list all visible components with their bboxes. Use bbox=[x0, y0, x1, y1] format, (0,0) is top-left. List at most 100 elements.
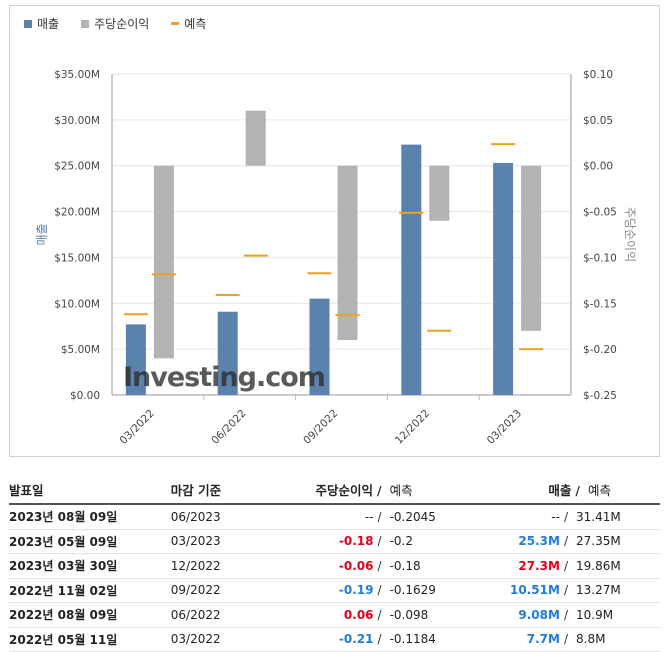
eps-bar bbox=[429, 165, 450, 221]
row-eps-sep: / bbox=[377, 558, 382, 573]
row-revenue-sep: / bbox=[563, 534, 568, 549]
row-eps-sep: / bbox=[377, 632, 382, 647]
header-date[interactable]: 발표일 bbox=[9, 476, 171, 505]
row-revenue: 27.3M/ 19.86M bbox=[447, 553, 660, 579]
row-revenue-value: 25.3M bbox=[518, 534, 560, 549]
header-revenue-label: 매출 bbox=[548, 483, 572, 498]
row-eps-forecast: -0.18 bbox=[389, 558, 421, 573]
row-revenue-value: 27.3M bbox=[518, 558, 560, 573]
x-tick-label: 12/2022 bbox=[393, 407, 432, 446]
row-eps-sep: / bbox=[377, 607, 382, 622]
row-eps-value: -0.18 bbox=[338, 534, 374, 549]
row-eps-forecast: -0.1629 bbox=[389, 583, 436, 598]
row-revenue-value: 10.51M bbox=[510, 583, 560, 598]
header-revenue-sep: / bbox=[575, 483, 580, 498]
row-period: 06/2022 bbox=[170, 602, 269, 628]
y-right-axis-title: 주당순이익 bbox=[623, 207, 637, 262]
legend-label-eps: 주당순이익 bbox=[94, 17, 150, 31]
row-revenue-value: 9.08M bbox=[518, 607, 560, 622]
header-eps-label: 주당순이익 bbox=[315, 483, 373, 498]
row-eps-sep: / bbox=[377, 509, 382, 524]
eps-bar bbox=[337, 165, 358, 340]
row-date: 2022년 05월 11일 bbox=[9, 627, 171, 652]
legend-item-eps[interactable]: 주당순이익 bbox=[81, 15, 149, 32]
row-revenue-sep: / bbox=[563, 583, 568, 598]
header-eps-forecast: 예측 bbox=[389, 483, 413, 498]
row-revenue-sep: / bbox=[563, 607, 568, 622]
earnings-chart: 매출 주당순이익 예측 $35.00M $0.10 $30.00M $0.05 $25.… bbox=[9, 5, 660, 457]
y-right-tick-label: $0.05 bbox=[583, 115, 613, 127]
row-revenue: 25.3M/ 27.35M bbox=[447, 529, 660, 554]
row-eps-value: -0.19 bbox=[338, 583, 374, 598]
row-eps-sep: / bbox=[377, 583, 382, 598]
y-right-tick-label: $-0.25 bbox=[583, 390, 617, 402]
table-row: 2022년 11월 02일 09/2022 -0.19/-0.1629 10.51M /… bbox=[9, 578, 660, 603]
table-header-row: 발표일 마감 기준 주당순이익 / 예측 매출 / 예측 bbox=[9, 476, 660, 505]
row-revenue-value: -- bbox=[551, 509, 560, 524]
row-date: 2023년 08월 09일 bbox=[9, 504, 171, 530]
header-period[interactable]: 마감 기준 bbox=[170, 476, 269, 505]
row-eps-value: -0.06 bbox=[338, 558, 374, 573]
eps-swatch bbox=[81, 19, 90, 28]
revenue-bar bbox=[309, 298, 330, 395]
row-revenue-sep: / bbox=[563, 509, 568, 524]
chart-legend: 매출 주당순이익 예측 bbox=[24, 15, 206, 32]
earnings-table: 발표일 마감 기준 주당순이익 / 예측 매출 / 예측 2023년 08월 09일 06… bbox=[9, 476, 660, 652]
row-period: 06/2023 bbox=[170, 504, 269, 530]
row-eps-forecast: -0.2 bbox=[389, 534, 413, 549]
row-eps: 0.06/ -0.098 bbox=[268, 602, 448, 628]
revenue-bar bbox=[493, 162, 514, 395]
row-eps-value: -- bbox=[364, 509, 374, 524]
eps-bar bbox=[153, 165, 174, 359]
y-right-tick-label: $0.00 bbox=[583, 161, 613, 173]
revenue-bar bbox=[401, 144, 422, 395]
legend-item-forecast[interactable]: 예측 bbox=[171, 15, 206, 32]
table-row: 2023년 08월 09일 06/2023 -- / -0.2045 --/31.41M bbox=[9, 504, 660, 530]
y-left-tick-label: $15.00M bbox=[54, 252, 100, 264]
legend-label-forecast: 예측 bbox=[184, 17, 207, 31]
header-revenue[interactable]: 매출 / 예측 bbox=[447, 476, 660, 505]
eps-bar bbox=[521, 165, 542, 331]
legend-item-revenue[interactable]: 매출 bbox=[24, 15, 59, 32]
x-tick-label: 03/2023 bbox=[485, 407, 524, 446]
table-row: 2023년 05월 09일 03/2023 -0.18/-0.2 25.3M/27.3… bbox=[9, 529, 660, 554]
row-revenue: 10.51M/ 13.27M bbox=[447, 578, 660, 603]
table-row: 2022년 08월 09일 06/2022 0.06/-0.098 9.08M/10.… bbox=[9, 602, 660, 628]
table-row: 2022년 05월 11일 03/2022 -0.21/-0.1184 7.7M/8.… bbox=[9, 627, 660, 652]
eps-bar bbox=[245, 110, 266, 166]
legend-label-revenue: 매출 bbox=[37, 17, 60, 31]
y-right-tick-label: $-0.20 bbox=[583, 344, 617, 356]
row-revenue-sep: / bbox=[563, 558, 568, 573]
y-left-axis-title: 매출 bbox=[35, 223, 49, 245]
forecast-swatch bbox=[171, 22, 180, 25]
y-left-tick-label: $5.00M bbox=[61, 344, 100, 356]
row-date: 2022년 11월 02일 bbox=[9, 578, 171, 603]
row-eps: -0.06/ -0.18 bbox=[268, 553, 448, 579]
row-revenue-forecast: 27.35M bbox=[576, 534, 621, 549]
y-right-tick-label: $-0.05 bbox=[583, 207, 617, 219]
y-left-tick-label: $35.00M bbox=[54, 69, 100, 81]
row-eps: -- / -0.2045 bbox=[268, 504, 448, 530]
row-eps-forecast: -0.1184 bbox=[389, 632, 436, 647]
header-eps-sep: / bbox=[376, 483, 382, 498]
row-revenue-value: 7.7M bbox=[526, 632, 560, 647]
row-period: 09/2022 bbox=[170, 578, 269, 603]
row-period: 03/2023 bbox=[170, 529, 269, 554]
investing-watermark: Investing.com bbox=[123, 362, 325, 393]
revenue-bar bbox=[217, 311, 238, 395]
y-right-tick-label: $-0.10 bbox=[583, 252, 617, 264]
y-left-tick-label: $10.00M bbox=[54, 298, 100, 310]
header-eps[interactable]: 주당순이익 / 예측 bbox=[268, 476, 448, 505]
y-left-tick-label: $25.00M bbox=[54, 161, 100, 173]
row-eps-forecast: -0.2045 bbox=[389, 509, 436, 524]
x-tick-label: 09/2022 bbox=[301, 407, 340, 446]
row-revenue-forecast: 19.86M bbox=[576, 558, 621, 573]
row-revenue-forecast: 31.41M bbox=[576, 509, 621, 524]
header-revenue-forecast: 예측 bbox=[588, 483, 612, 498]
x-tick-label: 03/2022 bbox=[118, 407, 157, 446]
row-eps-sep: / bbox=[377, 534, 382, 549]
table-row: 2023년 03월 30일 12/2022 -0.06/-0.18 27.3M/19.… bbox=[9, 553, 660, 579]
y-right-tick-label: $0.10 bbox=[583, 69, 613, 81]
row-period: 12/2022 bbox=[170, 553, 269, 579]
row-date: 2022년 08월 09일 bbox=[9, 602, 171, 628]
